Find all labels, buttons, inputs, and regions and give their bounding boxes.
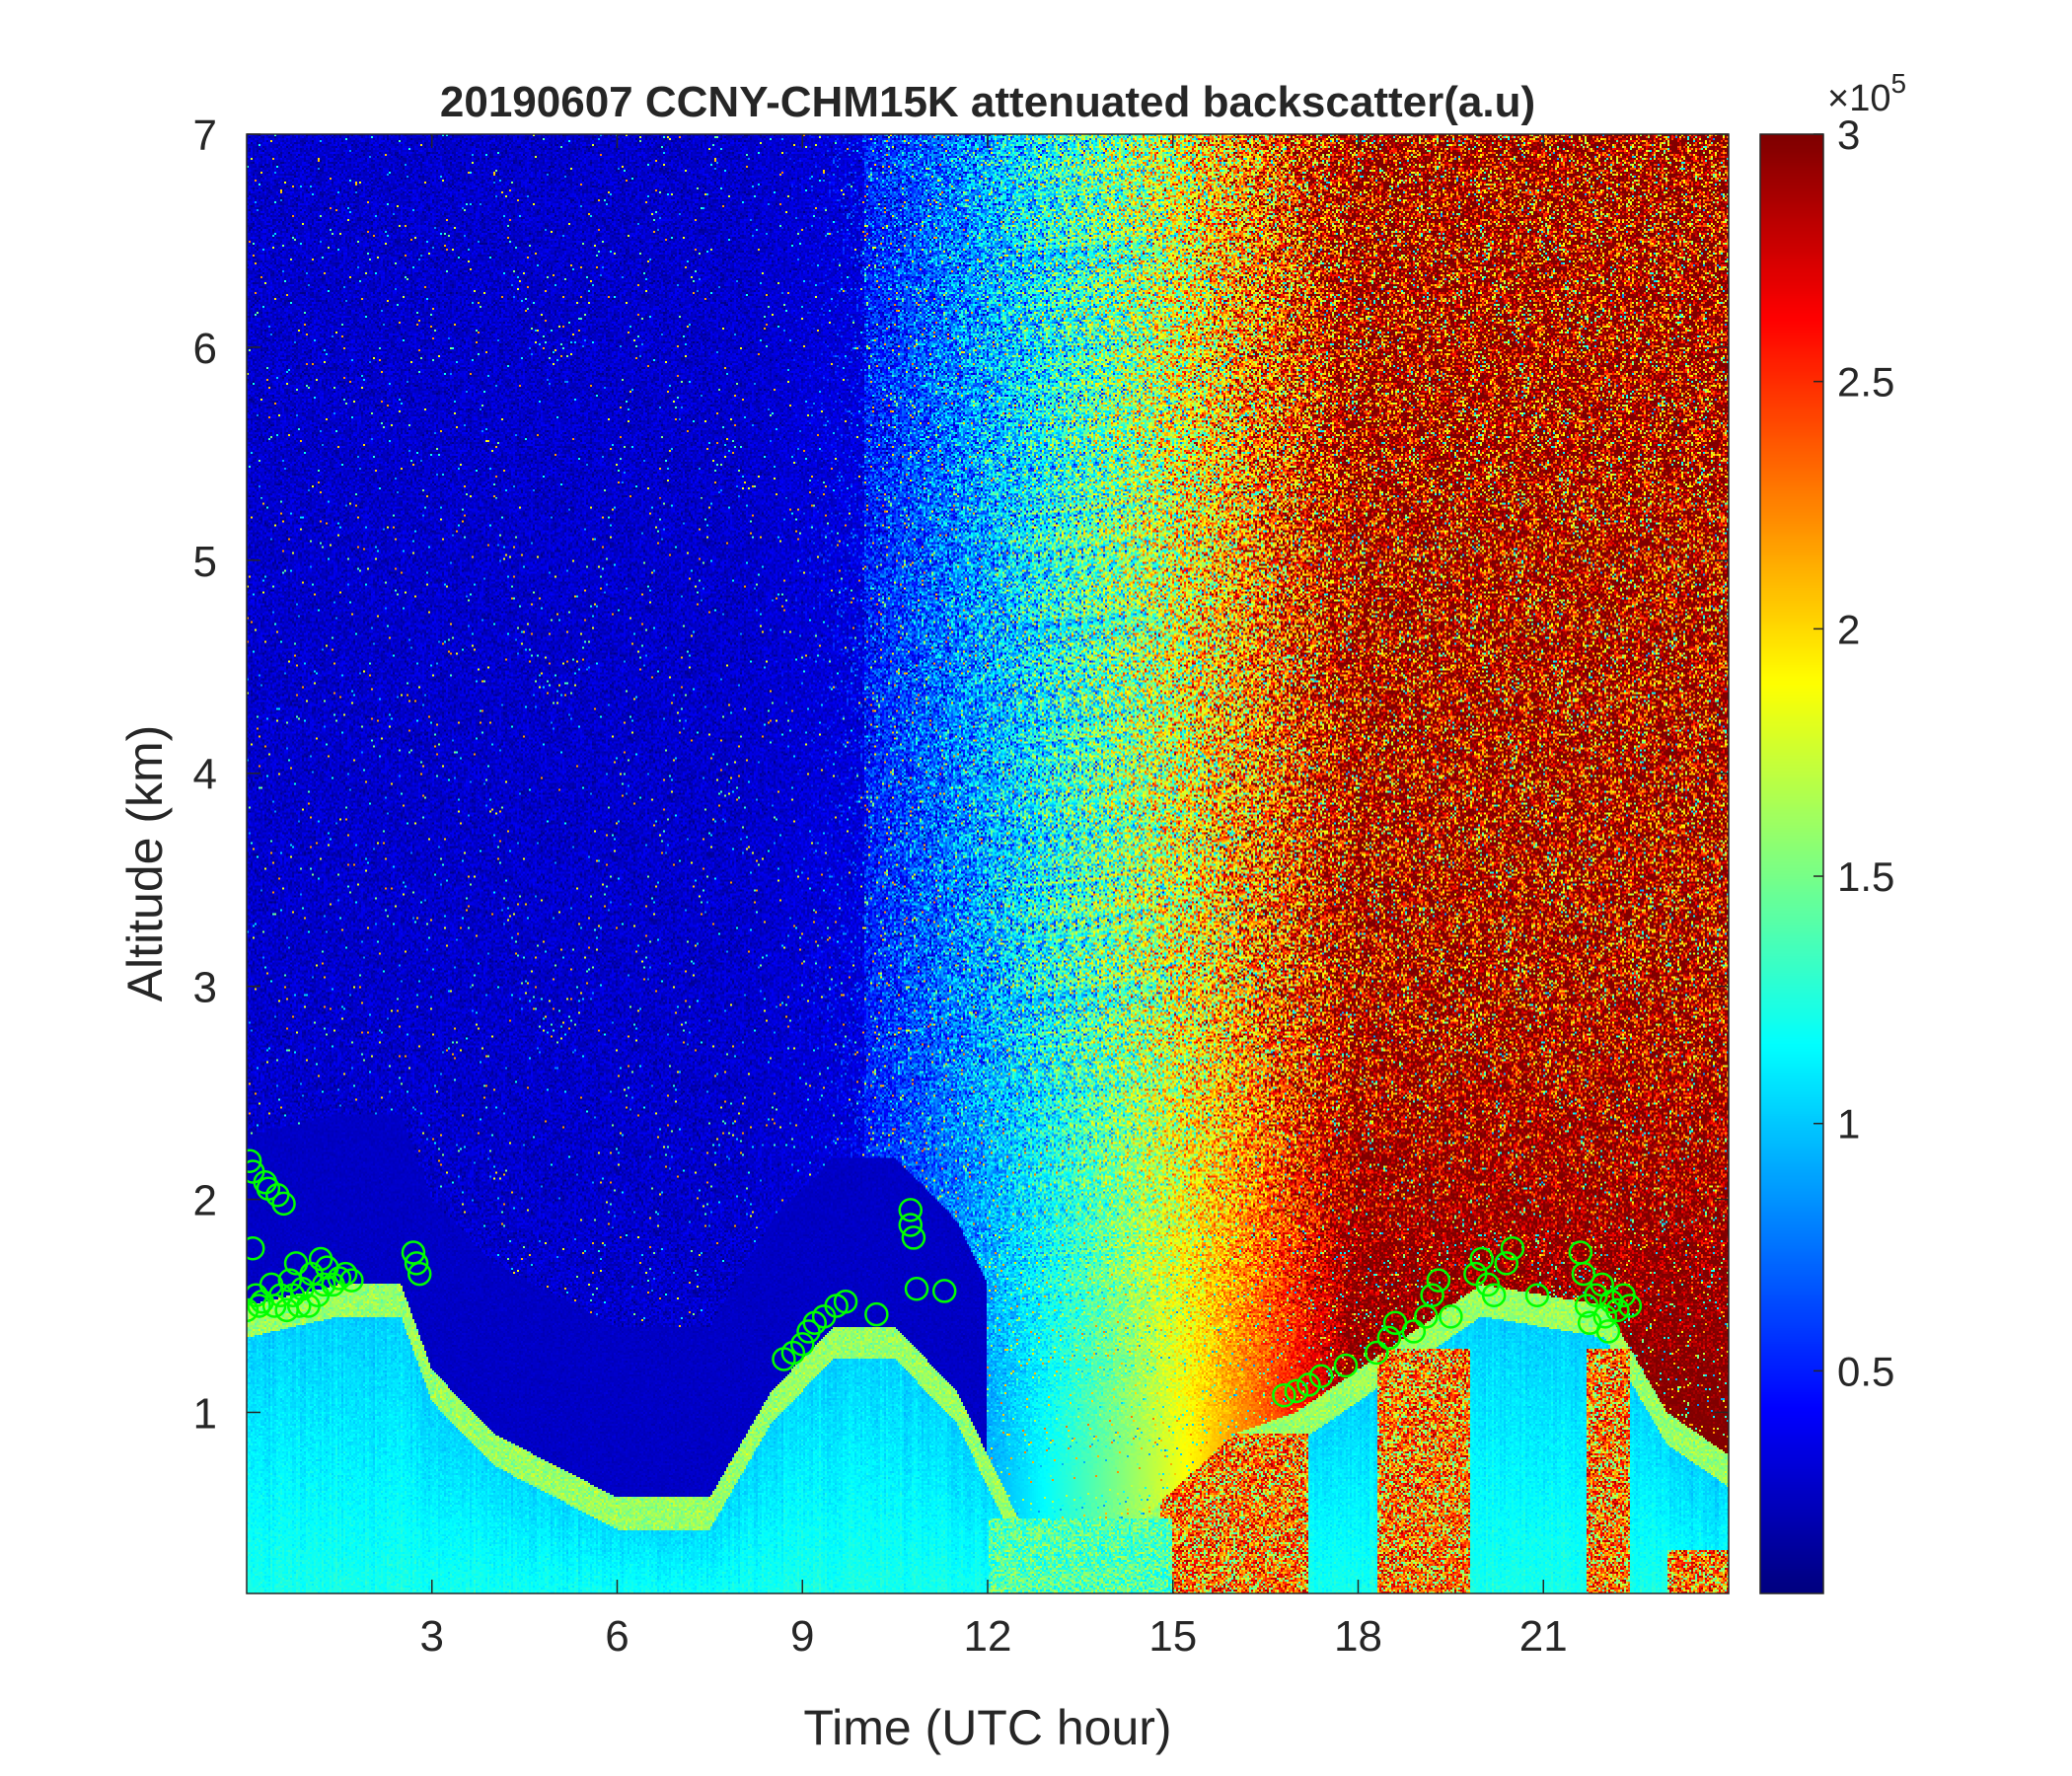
x-axis-label: Time (UTC hour) [803, 1700, 1171, 1755]
y-tick-label: 4 [193, 751, 217, 799]
cloud-base-marker [1284, 1378, 1309, 1404]
colorbar-tick-label: 3 [1837, 111, 1860, 158]
cloud-base-marker [1365, 1340, 1389, 1366]
cloud-base-marker [1426, 1268, 1451, 1293]
cloud-base-marker [898, 1198, 924, 1222]
cloud-base-marker [1401, 1319, 1427, 1344]
cloud-base-marker [1420, 1283, 1444, 1307]
cloud-base-marker [1439, 1304, 1463, 1329]
cloud-base-marker [1376, 1325, 1402, 1351]
x-tick-label: 3 [420, 1612, 444, 1661]
y-tick-label: 7 [193, 111, 217, 160]
heatmap-canvas [247, 134, 1729, 1593]
colorbar-tick-label: 2 [1837, 606, 1860, 652]
cloud-base-marker [833, 1289, 858, 1314]
cloud-base-marker [1308, 1364, 1334, 1389]
cloud-base-marker [1469, 1246, 1494, 1272]
x-tick-label: 6 [605, 1612, 629, 1661]
cloud-base-marker [780, 1340, 806, 1366]
cloud-base-marker [1605, 1297, 1630, 1323]
cloud-base-marker [407, 1261, 432, 1287]
colorbar-tick-label: 0.5 [1837, 1348, 1894, 1394]
colorbar-tick-label: 2.5 [1837, 359, 1894, 406]
x-axis: 3 6 9 12 15 18 21 [420, 134, 1568, 1661]
cloud-base-marker [931, 1279, 957, 1303]
cloud-base-markers [247, 1148, 1643, 1408]
cloud-base-marker [339, 1268, 364, 1293]
colorbar-frame [1759, 133, 1824, 1594]
x-tick-label: 21 [1519, 1612, 1568, 1661]
y-tick-label: 3 [193, 964, 217, 1012]
cloud-base-marker [1481, 1283, 1507, 1307]
cloud-base-marker [898, 1213, 924, 1237]
y-tick-label: 6 [193, 325, 217, 373]
cloud-base-marker [901, 1225, 926, 1250]
cloud-base-marker [1571, 1261, 1596, 1287]
cloud-base-marker [327, 1266, 352, 1291]
x-tick-label: 9 [790, 1612, 814, 1661]
cloud-base-marker [1494, 1251, 1518, 1276]
colorbar-ticks: 0.5 1 1.5 2 2.5 3 [1813, 111, 1894, 1394]
colorbar-multiplier: ×105 [1827, 68, 1906, 119]
y-tick-label: 2 [193, 1177, 217, 1225]
chart-title: 20190607 CCNY-CHM15K attenuated backscat… [440, 78, 1535, 126]
cloud-base-marker [1333, 1353, 1359, 1378]
y-tick-label: 5 [193, 538, 217, 586]
cloud-base-marker [1592, 1304, 1618, 1329]
cloud-base-marker [1617, 1294, 1643, 1318]
colorbar-multiplier-base: ×10 [1827, 78, 1890, 119]
cloud-base-marker [904, 1276, 929, 1301]
cloud-base-marker [864, 1301, 889, 1327]
cloud-base-marker [247, 1294, 271, 1318]
cloud-base-marker [277, 1268, 303, 1293]
colorbar-multiplier-exponent: 5 [1890, 68, 1906, 99]
cloud-base-marker [1500, 1235, 1525, 1261]
colorbar: 0.5 1 1.5 2 2.5 3 ×105 [1759, 68, 1906, 1594]
cloud-base-marker [333, 1261, 358, 1287]
colorbar-tick-label: 1 [1837, 1101, 1860, 1147]
colorbar-tick-label: 1.5 [1837, 853, 1894, 900]
x-tick-label: 18 [1334, 1612, 1382, 1661]
cloud-base-marker [1595, 1319, 1621, 1344]
cloud-base-marker [247, 1235, 265, 1261]
cloud-base-marker [1272, 1382, 1296, 1408]
cloud-base-marker [271, 1191, 296, 1217]
y-axis: 1 2 3 4 5 6 7 [193, 111, 1729, 1438]
cloud-base-marker [1296, 1372, 1321, 1397]
x-tick-label: 12 [964, 1612, 1012, 1661]
cloud-base-marker [247, 1148, 262, 1173]
y-axis-label: Altitude (km) [117, 725, 173, 1002]
cloud-base-marker [311, 1272, 336, 1297]
cloud-base-marker [401, 1240, 426, 1265]
cloud-base-marker [790, 1332, 815, 1357]
cloud-base-marker [404, 1251, 429, 1276]
cloud-base-marker [1524, 1283, 1550, 1307]
cloud-base-marker [286, 1294, 312, 1318]
x-tick-label: 15 [1148, 1612, 1197, 1661]
cloud-base-marker [1414, 1304, 1439, 1329]
y-tick-label: 1 [193, 1389, 217, 1438]
